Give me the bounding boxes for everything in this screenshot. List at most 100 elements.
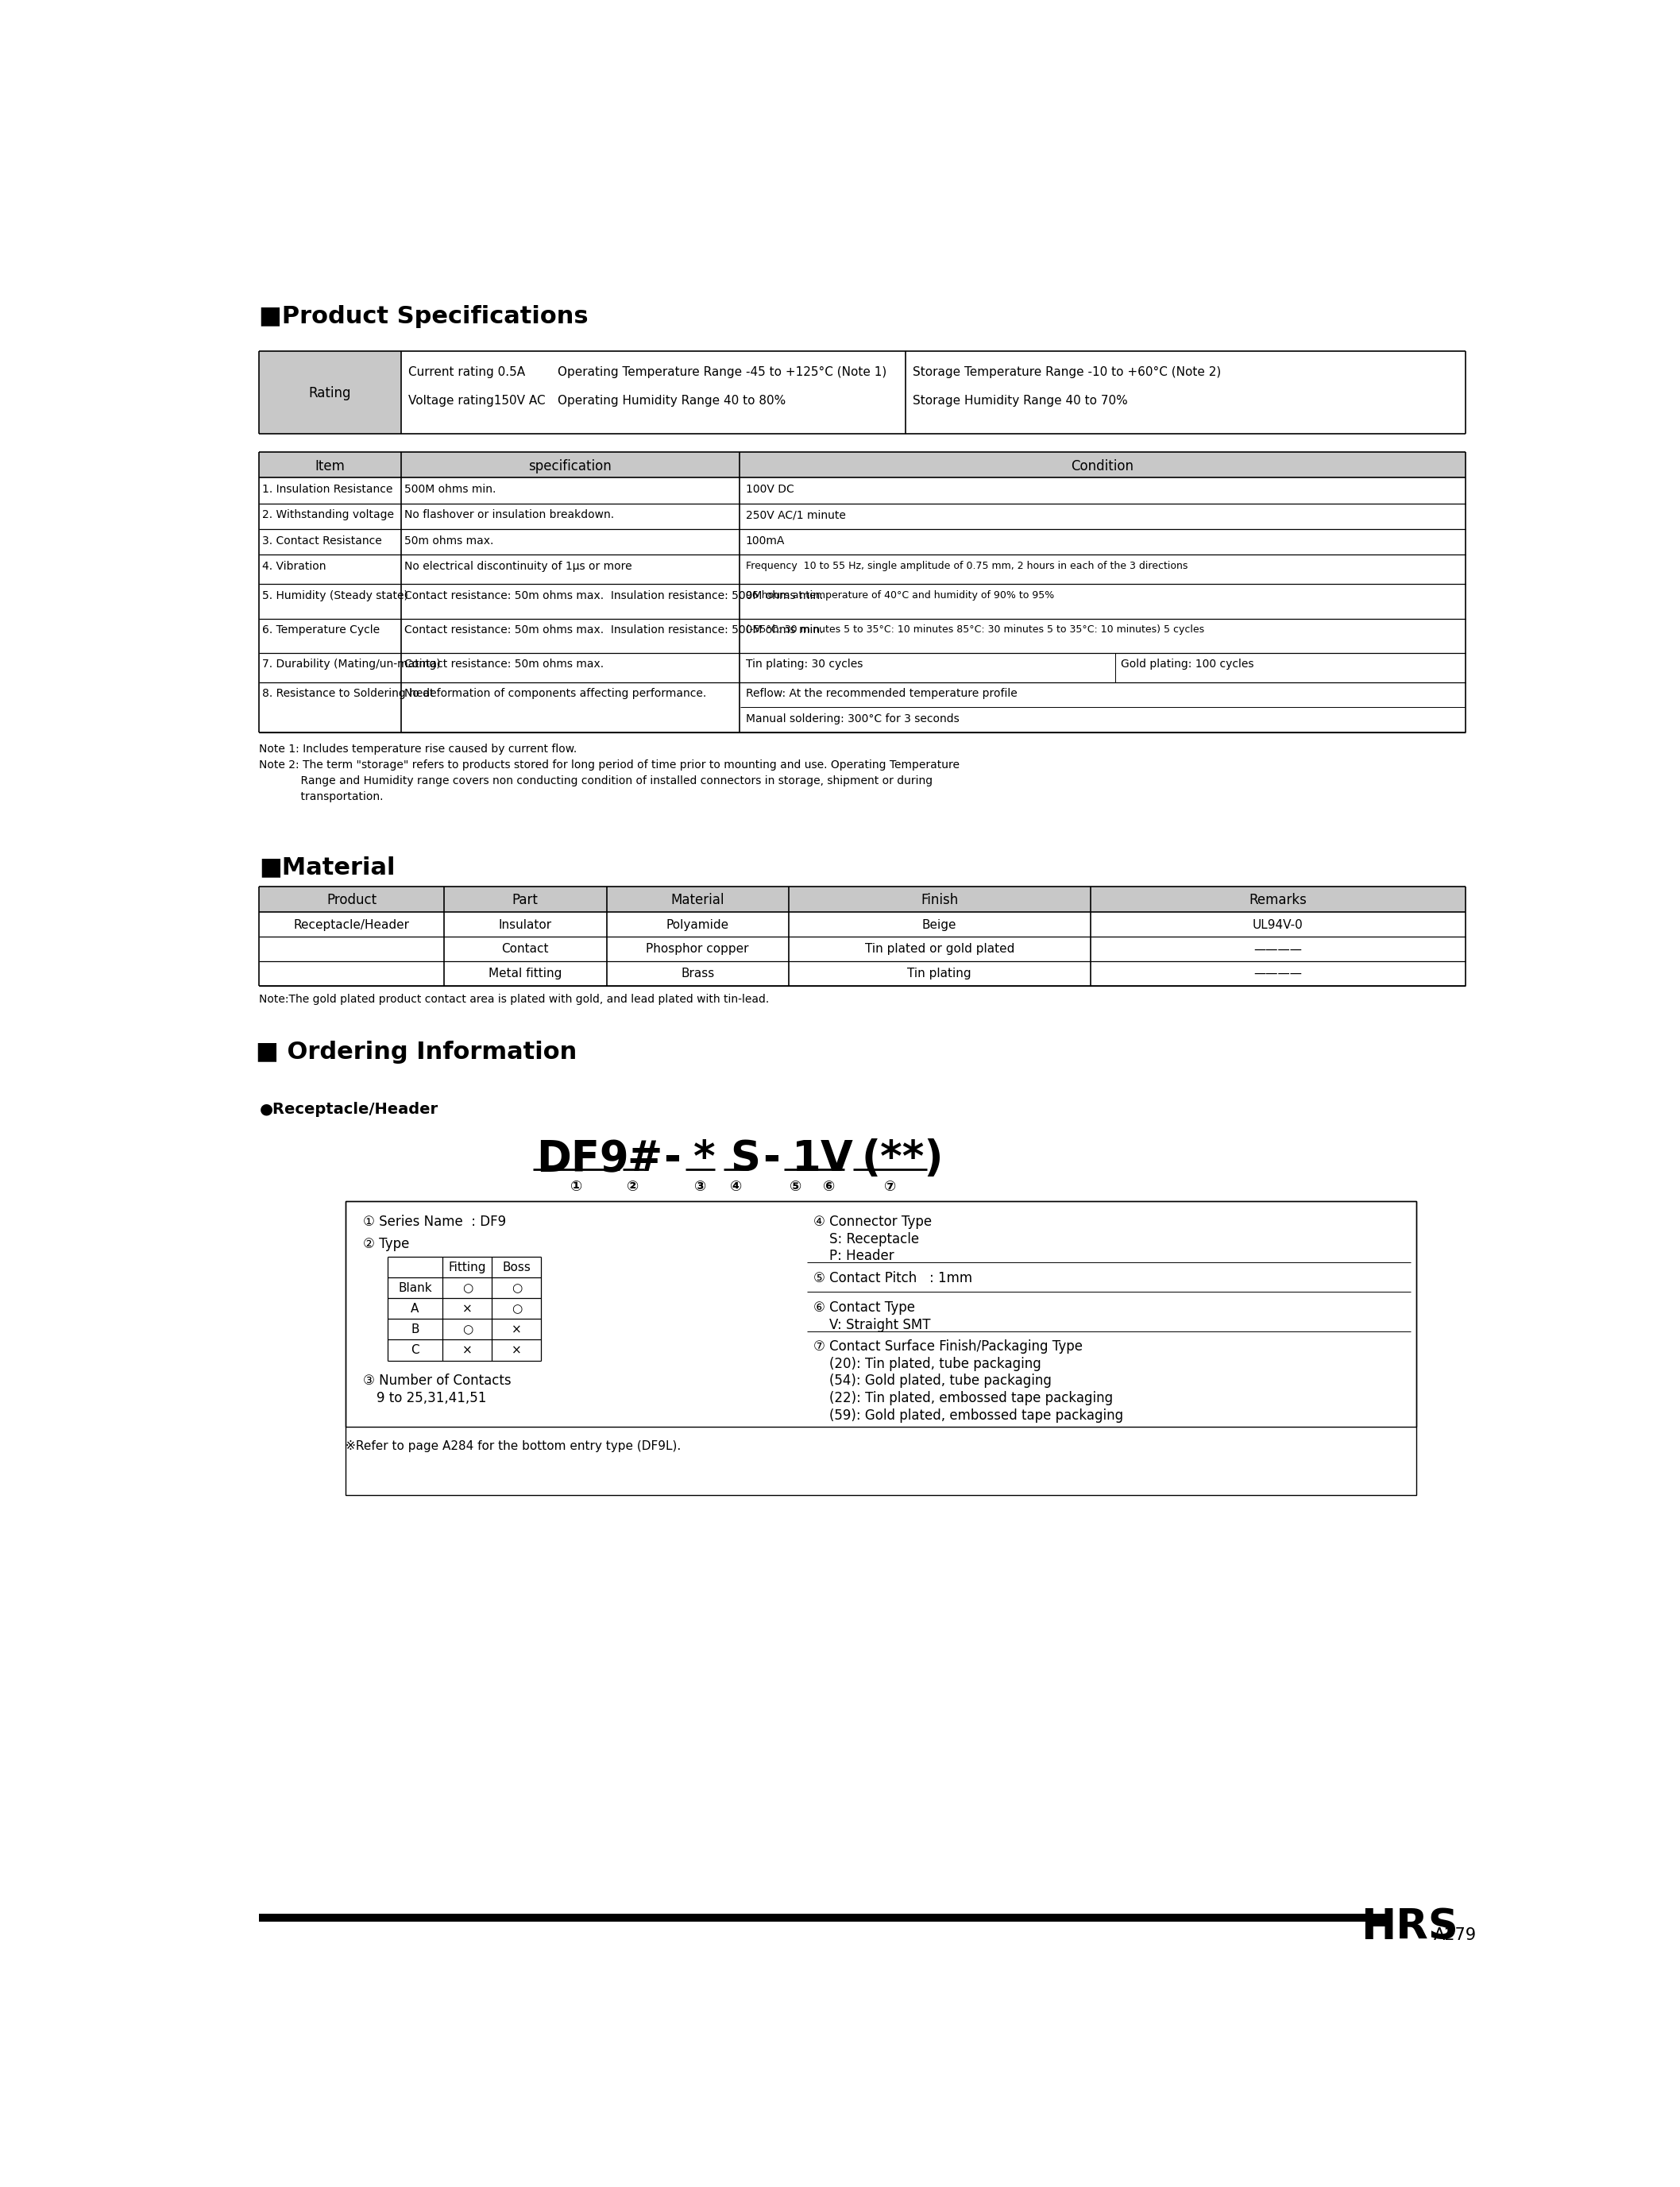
Text: Material: Material bbox=[670, 892, 724, 908]
Text: 5. Humidity (Steady state): 5. Humidity (Steady state) bbox=[262, 590, 408, 601]
Text: Boss: Boss bbox=[502, 1262, 531, 1273]
Text: UL94V-0: UL94V-0 bbox=[1253, 919, 1304, 932]
Text: ○: ○ bbox=[462, 1282, 472, 1295]
Text: Brass: Brass bbox=[680, 967, 714, 980]
Text: 1. Insulation Resistance: 1. Insulation Resistance bbox=[262, 483, 393, 494]
Text: 9 to 25,31,41,51: 9 to 25,31,41,51 bbox=[376, 1391, 486, 1406]
Text: Remarks: Remarks bbox=[1250, 892, 1307, 908]
Text: #: # bbox=[627, 1139, 662, 1179]
Text: Reflow: At the recommended temperature profile: Reflow: At the recommended temperature p… bbox=[746, 689, 1016, 700]
Text: ————: ———— bbox=[1253, 967, 1302, 980]
Text: Contact resistance: 50m ohms max.: Contact resistance: 50m ohms max. bbox=[405, 658, 605, 669]
Text: C: C bbox=[412, 1345, 420, 1356]
Text: *: * bbox=[694, 1139, 716, 1179]
Text: 8. Resistance to Soldering heat: 8. Resistance to Soldering heat bbox=[262, 689, 435, 700]
Text: ※Refer to page A284 for the bottom entry type (DF9L).: ※Refer to page A284 for the bottom entry… bbox=[346, 1439, 680, 1452]
Text: ⑦: ⑦ bbox=[884, 1181, 897, 1194]
Bar bbox=[259, 352, 402, 433]
Text: Finish: Finish bbox=[921, 892, 958, 908]
Text: Operating Temperature Range -45 to +125°C (Note 1): Operating Temperature Range -45 to +125°… bbox=[558, 367, 887, 378]
Text: ○: ○ bbox=[511, 1282, 522, 1295]
Text: 6. Temperature Cycle: 6. Temperature Cycle bbox=[262, 625, 380, 636]
Text: ■Product Specifications: ■Product Specifications bbox=[259, 306, 588, 328]
Text: Contact resistance: 50m ohms max.  Insulation resistance: 500M ohms min.: Contact resistance: 50m ohms max. Insula… bbox=[405, 590, 823, 601]
Text: Phosphor copper: Phosphor copper bbox=[647, 943, 749, 956]
Text: ②: ② bbox=[627, 1181, 638, 1194]
Text: Manual soldering: 300°C for 3 seconds: Manual soldering: 300°C for 3 seconds bbox=[746, 713, 959, 724]
Bar bbox=[346, 1201, 1416, 1496]
Text: Polyamide: Polyamide bbox=[667, 919, 729, 932]
Text: B: B bbox=[412, 1323, 420, 1336]
Text: Storage Humidity Range 40 to 70%: Storage Humidity Range 40 to 70% bbox=[912, 396, 1127, 407]
Text: 2. Withstanding voltage: 2. Withstanding voltage bbox=[262, 510, 395, 521]
Text: Part: Part bbox=[512, 892, 538, 908]
Text: Product: Product bbox=[326, 892, 376, 908]
Text: (20): Tin plated, tube packaging: (20): Tin plated, tube packaging bbox=[830, 1356, 1042, 1371]
Text: ⑤: ⑤ bbox=[790, 1181, 801, 1194]
Text: 96 hours at temperature of 40°C and humidity of 90% to 95%: 96 hours at temperature of 40°C and humi… bbox=[746, 590, 1053, 601]
Text: ⑥ Contact Type: ⑥ Contact Type bbox=[813, 1301, 916, 1314]
Text: Range and Humidity range covers non conducting condition of installed connectors: Range and Humidity range covers non cond… bbox=[259, 774, 932, 785]
Text: 250V AC/1 minute: 250V AC/1 minute bbox=[746, 510, 845, 521]
Text: ② Type: ② Type bbox=[363, 1238, 408, 1251]
Text: ⑦ Contact Surface Finish/Packaging Type: ⑦ Contact Surface Finish/Packaging Type bbox=[813, 1341, 1082, 1354]
Text: HRS: HRS bbox=[1361, 1907, 1458, 1949]
Text: ⑤ Contact Pitch   : 1mm: ⑤ Contact Pitch : 1mm bbox=[813, 1271, 973, 1286]
Text: 100mA: 100mA bbox=[746, 536, 785, 547]
Text: A: A bbox=[412, 1303, 418, 1314]
Text: Receptacle/Header: Receptacle/Header bbox=[294, 919, 410, 932]
Bar bbox=[259, 886, 1467, 912]
Text: (22): Tin plated, embossed tape packaging: (22): Tin plated, embossed tape packagin… bbox=[830, 1391, 1112, 1406]
Text: Operating Humidity Range 40 to 80%: Operating Humidity Range 40 to 80% bbox=[558, 396, 786, 407]
Text: ●Receptacle/Header: ●Receptacle/Header bbox=[259, 1102, 438, 1118]
Text: DF9: DF9 bbox=[536, 1139, 628, 1179]
Text: ① Series Name  : DF9: ① Series Name : DF9 bbox=[363, 1214, 506, 1229]
Text: S: Receptacle: S: Receptacle bbox=[830, 1231, 919, 1247]
Text: No electrical discontinuity of 1μs or more: No electrical discontinuity of 1μs or mo… bbox=[405, 560, 632, 573]
Text: -: - bbox=[664, 1139, 680, 1179]
Text: ④ Connector Type: ④ Connector Type bbox=[813, 1214, 932, 1229]
Text: ④: ④ bbox=[731, 1181, 743, 1194]
Text: Metal fitting: Metal fitting bbox=[489, 967, 561, 980]
Text: ○: ○ bbox=[462, 1323, 472, 1336]
Text: 3. Contact Resistance: 3. Contact Resistance bbox=[262, 536, 381, 547]
Text: Contact resistance: 50m ohms max.  Insulation resistance: 500M ohms min.: Contact resistance: 50m ohms max. Insula… bbox=[405, 625, 823, 636]
Text: Contact: Contact bbox=[502, 943, 549, 956]
Text: Tin plating: Tin plating bbox=[907, 967, 971, 980]
Bar bbox=[259, 453, 1467, 477]
Text: Storage Temperature Range -10 to +60°C (Note 2): Storage Temperature Range -10 to +60°C (… bbox=[912, 367, 1221, 378]
Text: Fitting: Fitting bbox=[449, 1262, 486, 1273]
Text: 1: 1 bbox=[791, 1139, 822, 1179]
Text: A279: A279 bbox=[1433, 1927, 1477, 1944]
Text: Gold plating: 100 cycles: Gold plating: 100 cycles bbox=[1121, 658, 1255, 669]
Text: Note 1: Includes temperature rise caused by current flow.: Note 1: Includes temperature rise caused… bbox=[259, 744, 578, 755]
Text: ————: ———— bbox=[1253, 943, 1302, 956]
Text: V: V bbox=[820, 1139, 853, 1179]
Text: ×: × bbox=[511, 1323, 521, 1336]
Text: ×: × bbox=[462, 1345, 472, 1356]
Text: Beige: Beige bbox=[922, 919, 958, 932]
Text: Rating: Rating bbox=[309, 385, 351, 400]
Text: ×: × bbox=[462, 1303, 472, 1314]
Text: 50m ohms max.: 50m ohms max. bbox=[405, 536, 494, 547]
Text: Blank: Blank bbox=[398, 1282, 432, 1295]
Text: Note:The gold plated product contact area is plated with gold, and lead plated w: Note:The gold plated product contact are… bbox=[259, 995, 769, 1006]
Text: (**): (**) bbox=[862, 1139, 944, 1179]
Text: S: S bbox=[731, 1139, 761, 1179]
Text: ○: ○ bbox=[511, 1303, 522, 1314]
Text: 7. Durability (Mating/un-mating): 7. Durability (Mating/un-mating) bbox=[262, 658, 440, 669]
Text: Current rating 0.5A: Current rating 0.5A bbox=[408, 367, 526, 378]
Text: ■ Ordering Information: ■ Ordering Information bbox=[255, 1041, 578, 1063]
Text: ⑥: ⑥ bbox=[823, 1181, 835, 1194]
Text: specification: specification bbox=[529, 459, 612, 472]
Text: No flashover or insulation breakdown.: No flashover or insulation breakdown. bbox=[405, 510, 615, 521]
Text: No deformation of components affecting performance.: No deformation of components affecting p… bbox=[405, 689, 707, 700]
Text: V: Straight SMT: V: Straight SMT bbox=[830, 1317, 931, 1332]
Text: Tin plated or gold plated: Tin plated or gold plated bbox=[865, 943, 1015, 956]
Text: 100V DC: 100V DC bbox=[746, 483, 795, 494]
Bar bbox=[346, 1201, 1416, 1426]
Bar bbox=[259, 1914, 1393, 1922]
Text: Condition: Condition bbox=[1072, 459, 1134, 472]
Text: 4. Vibration: 4. Vibration bbox=[262, 560, 326, 573]
Text: Note 2: The term "storage" refers to products stored for long period of time pri: Note 2: The term "storage" refers to pro… bbox=[259, 759, 959, 770]
